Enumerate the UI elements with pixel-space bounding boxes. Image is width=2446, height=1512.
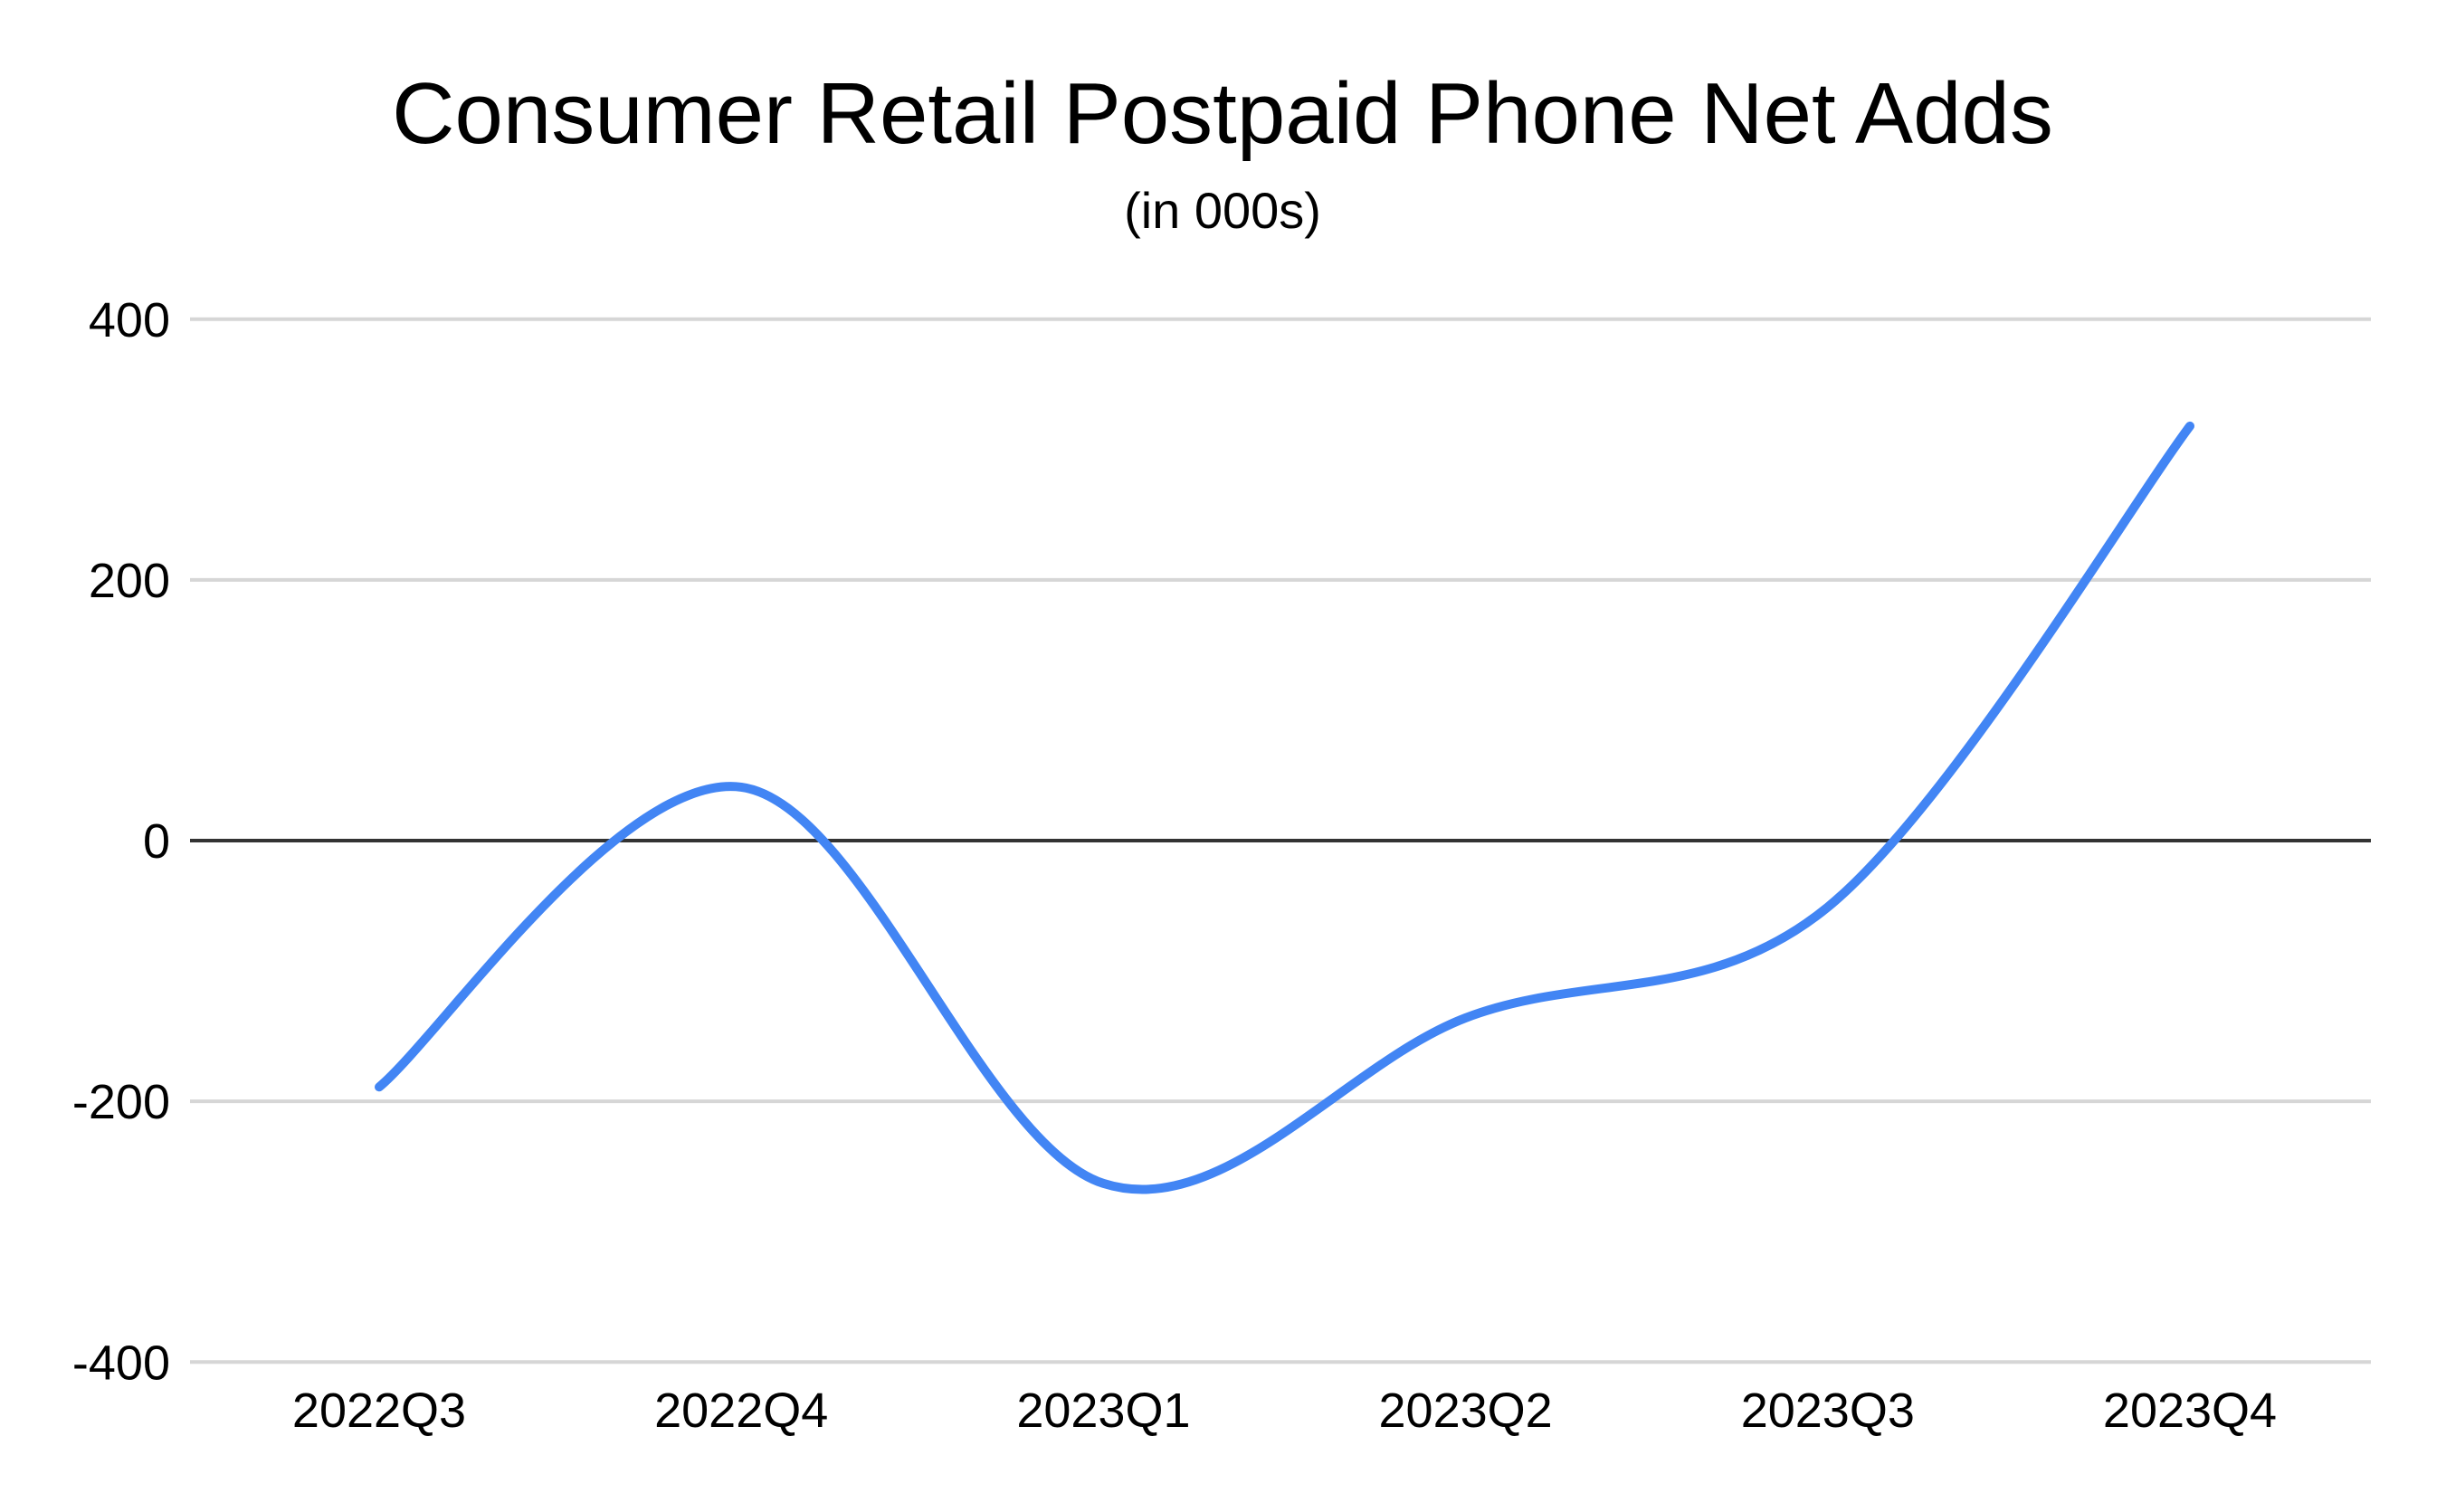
y-tick-label: 400 [89,293,170,347]
x-tick-label: 2022Q3 [292,1384,466,1438]
chart-title: Consumer Retail Postpaid Phone Net Adds [392,65,2053,162]
y-tick-label: 200 [89,554,170,608]
y-tick-label: -400 [72,1336,170,1390]
x-tick-label: 2023Q4 [2103,1384,2277,1438]
x-tick-label: 2022Q4 [654,1384,828,1438]
y-axis-labels-group: 400 200 0 -200 -400 [72,293,170,1391]
gridlines-group [190,317,2371,1365]
series-group [375,421,2194,1194]
x-axis-labels-group: 2022Q3 2022Q4 2023Q1 2023Q2 2023Q3 2023Q4 [292,1384,2277,1438]
chart-subtitle: (in 000s) [1124,182,1321,239]
y-tick-label: 0 [143,814,170,869]
x-tick-label: 2023Q1 [1016,1384,1190,1438]
series-line [375,421,2194,1194]
y-tick-label: -200 [72,1075,170,1129]
x-tick-label: 2023Q2 [1379,1384,1553,1438]
x-tick-label: 2023Q3 [1741,1384,1915,1438]
